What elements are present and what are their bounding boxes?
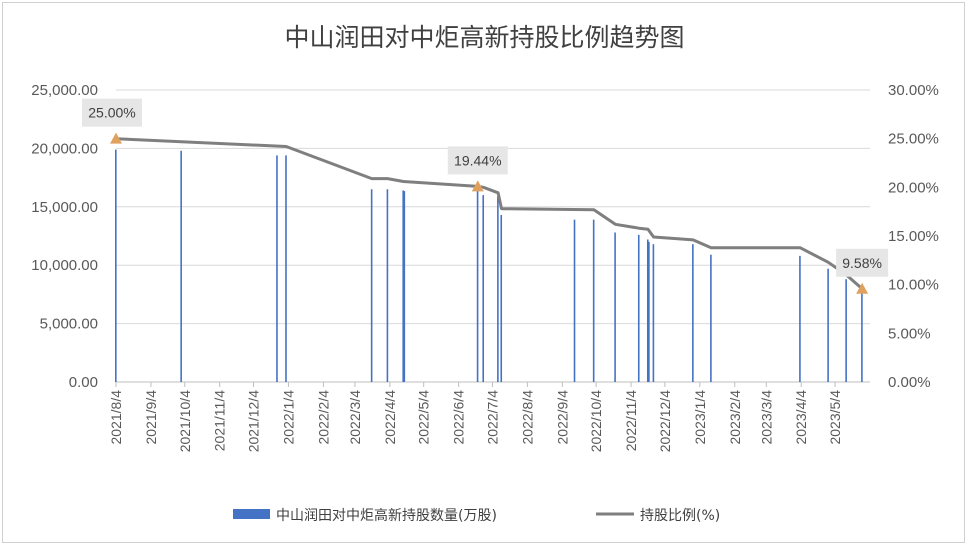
x-axis-tick-label: 2022/4/4 [382, 390, 398, 445]
bar [276, 155, 278, 382]
x-axis-tick-label: 2021/8/4 [108, 390, 124, 445]
bar [285, 155, 287, 382]
bar [648, 241, 650, 382]
bar [370, 189, 373, 382]
x-axis-tick-label: 2022/6/4 [451, 390, 467, 445]
gridlines [116, 89, 870, 383]
left-axis-tick-label: 15,000.00 [31, 199, 98, 216]
bar [614, 232, 616, 382]
x-axis-tick-label: 2022/1/4 [280, 390, 296, 445]
x-axis-tick-label: 2021/9/4 [143, 390, 159, 445]
data-label-box [447, 146, 508, 175]
legend-bar-swatch [233, 509, 270, 519]
left-axis-tick-label: 10,000.00 [31, 257, 98, 274]
right-axis-tick-label: 5.00% [888, 325, 931, 342]
bar [476, 189, 479, 382]
bar [692, 244, 694, 382]
left-axis-tick-label: 20,000.00 [31, 140, 98, 157]
bar [861, 288, 863, 382]
x-axis-tick-label: 2022/7/4 [484, 390, 500, 445]
right-axis-ticks: 0.00% 5.00% 10.00% 15.00% 20.00% 25.00% 30.00% [888, 82, 939, 391]
bar [497, 196, 499, 382]
legend: 中山润田对中炬高新持股数量(万股) 持股比例(%) [233, 507, 720, 524]
bar [799, 255, 801, 382]
x-axis-tick-label: 2022/8/4 [519, 390, 535, 445]
legend-line-label: 持股比例(%) [640, 508, 720, 524]
bar [592, 219, 595, 382]
bar [646, 239, 649, 382]
bar [637, 234, 640, 382]
bar [827, 268, 829, 382]
x-axis-tick-label: 2022/2/4 [315, 390, 331, 445]
line-markers [110, 132, 869, 294]
bar [500, 214, 503, 382]
x-axis-tick-label: 2023/2/4 [727, 390, 743, 445]
left-axis-ticks: 0.00 5,000.00 10,000.00 15,000.00 20,000.00 2… [31, 82, 98, 391]
x-axis-tick-label: 2022/9/4 [554, 390, 570, 445]
data-label-box [836, 248, 889, 277]
data-label-box [82, 98, 142, 127]
x-axis-tick-label: 2021/12/4 [246, 390, 262, 452]
right-axis-tick-label: 10.00% [888, 277, 939, 294]
left-axis-tick-label: 5,000.00 [40, 316, 98, 333]
x-axis-tick-label: 2022/3/4 [347, 390, 363, 445]
bar [403, 191, 406, 382]
x-axis-tick-label: 2022/10/4 [588, 390, 604, 452]
bar [180, 150, 182, 382]
bar [845, 279, 847, 382]
bar [402, 190, 404, 382]
left-axis-tick-label: 25,000.00 [31, 82, 98, 99]
bar [386, 189, 389, 382]
x-axis-tick-label: 2022/5/4 [416, 390, 432, 445]
x-axis-ticks: 2021/8/4 2021/9/4 2021/10/4 2021/11/4 2021/1… [108, 382, 843, 452]
data-label: 9.58% [842, 255, 882, 271]
x-axis-tick-label: 2023/1/4 [692, 390, 708, 445]
triangle-marker [856, 282, 869, 294]
x-axis-tick-label: 2022/12/4 [657, 390, 673, 452]
right-axis-tick-label: 15.00% [888, 228, 939, 245]
data-label: 19.44% [454, 152, 501, 168]
x-axis-tick-label: 2021/10/4 [177, 390, 193, 452]
bar-series [115, 149, 863, 382]
right-axis-tick-label: 20.00% [888, 179, 939, 196]
x-axis-tick-label: 2023/3/4 [758, 390, 774, 445]
left-axis-tick-label: 0.00 [69, 374, 98, 391]
legend-bar-label: 中山润田对中炬高新持股数量(万股) [276, 507, 497, 524]
bar [482, 195, 485, 382]
right-axis-tick-label: 0.00% [888, 374, 931, 391]
bar [573, 219, 576, 382]
bar [115, 149, 117, 382]
bar [652, 244, 655, 382]
x-axis-tick-label: 2022/11/4 [623, 390, 639, 451]
bar [710, 254, 712, 382]
data-label: 25.00% [88, 105, 135, 121]
chart-title: 中山润田对中炬高新持股比例趋势图 [284, 23, 685, 52]
x-axis-tick-label: 2023/5/4 [827, 390, 843, 445]
x-axis-tick-label: 2021/11/4 [212, 390, 228, 451]
data-labels: 25.00% 19.44% 9.58% [82, 98, 889, 277]
ratio-line [115, 137, 864, 290]
right-axis-tick-label: 30.00% [888, 82, 939, 99]
line-series [115, 137, 864, 290]
triangle-marker [471, 180, 484, 192]
x-axis-tick-label: 2023/4/4 [793, 390, 809, 445]
right-axis-tick-label: 25.00% [888, 131, 939, 148]
triangle-marker [110, 132, 122, 144]
